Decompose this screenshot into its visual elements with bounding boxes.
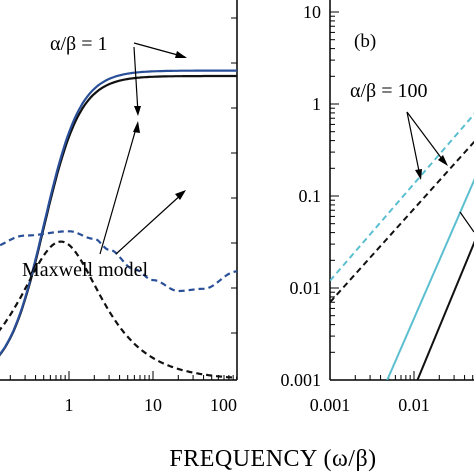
- arrowhead: [438, 155, 448, 166]
- left-annotation-arrows: [99, 42, 186, 255]
- ratio-arrow-right-b: [406, 111, 446, 164]
- right-panel: 10 1 0.1 0.01 0.001 0.001 0.01 (b) α/β = 100: [281, 0, 474, 415]
- ratio-arrow-right-c: [459, 211, 474, 233]
- right-panel-series: [330, 112, 474, 380]
- left-annotation-arrowheads: [133, 51, 187, 200]
- left-panel: 1 10 100 α/β = 1 Maxwell model: [0, 0, 238, 415]
- y-tick-label: 10: [303, 2, 321, 22]
- arrowhead: [175, 190, 186, 200]
- left-panel-ticks: 1 10 100: [9, 17, 238, 415]
- left-panel-series: [0, 69, 237, 379]
- maxwell-arrow-right: [115, 192, 184, 255]
- arrowhead: [175, 51, 187, 58]
- panel-label-b: (b): [354, 31, 376, 52]
- x-tick-label: 1: [65, 395, 74, 415]
- series-solid-black: [416, 240, 474, 380]
- right-panel-ticks: 10 1 0.1 0.01 0.001 0.001 0.01: [281, 2, 474, 415]
- right-annotation-arrows: [406, 111, 474, 233]
- arrowhead: [134, 106, 141, 116]
- y-tick-label: 0.01: [290, 278, 322, 298]
- arrowhead: [415, 169, 422, 180]
- right-annotation-arrowheads: [415, 155, 448, 180]
- x-axis-label: FREQUENCY (ω/β): [169, 446, 376, 472]
- y-tick-label: 0.1: [299, 186, 322, 206]
- y-tick-label: 0.001: [281, 370, 322, 390]
- x-tick-label: 0.001: [310, 395, 351, 415]
- x-tick-label: 100: [210, 395, 237, 415]
- x-tick-label: 10: [144, 395, 162, 415]
- series-solid-cyan: [386, 178, 474, 380]
- series-solid-blue: [0, 69, 237, 356]
- y-tick-label: 1: [312, 94, 321, 114]
- x-tick-label: 0.01: [398, 395, 430, 415]
- maxwell-model-label: Maxwell model: [22, 259, 149, 281]
- series-dashed-blue: [0, 230, 237, 293]
- arrowhead: [133, 121, 140, 133]
- ratio-arrow-lower: [133, 46, 139, 114]
- ratio-label-right: α/β = 100: [350, 80, 428, 102]
- series-dashed-black: [330, 140, 474, 303]
- series-dashed-cyan: [330, 112, 474, 282]
- ratio-arrow-right-a: [406, 111, 421, 177]
- series-dashed-black: [0, 240, 237, 379]
- ratio-label-left: α/β = 1: [50, 33, 108, 55]
- series-solid-black: [0, 74, 237, 357]
- maxwell-arrow-left: [99, 124, 138, 255]
